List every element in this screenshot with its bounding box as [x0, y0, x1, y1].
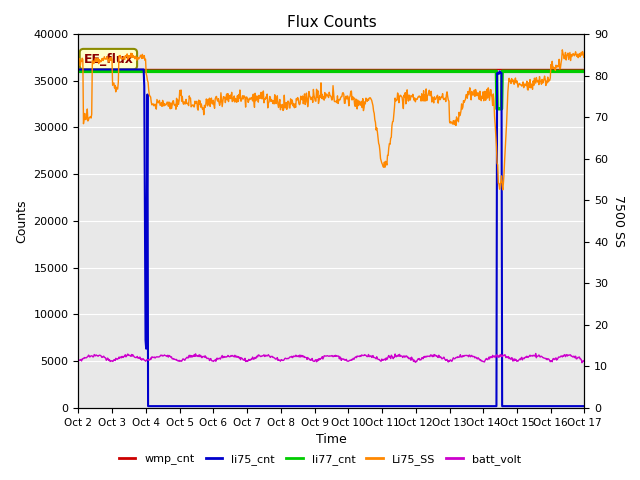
Y-axis label: Counts: Counts — [15, 199, 28, 243]
Title: Flux Counts: Flux Counts — [287, 15, 376, 30]
Text: EE_flux: EE_flux — [83, 53, 133, 66]
Y-axis label: 7500 SS: 7500 SS — [612, 195, 625, 247]
Legend: wmp_cnt, li75_cnt, li77_cnt, Li75_SS, batt_volt: wmp_cnt, li75_cnt, li77_cnt, Li75_SS, ba… — [115, 450, 525, 469]
X-axis label: Time: Time — [316, 433, 347, 446]
